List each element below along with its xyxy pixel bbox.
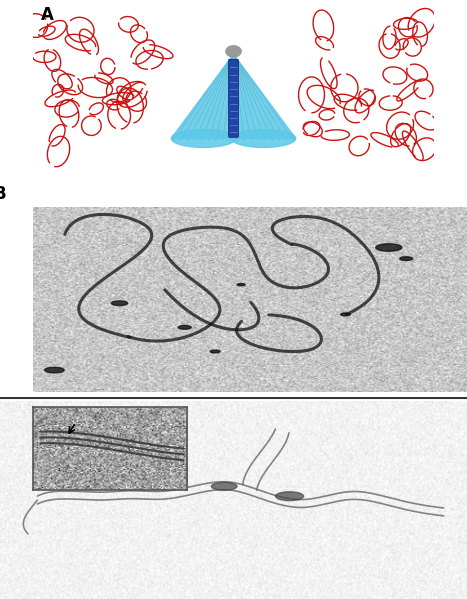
Ellipse shape xyxy=(376,244,402,251)
Ellipse shape xyxy=(226,46,241,57)
Ellipse shape xyxy=(210,350,220,353)
Polygon shape xyxy=(234,54,296,138)
Ellipse shape xyxy=(45,367,64,373)
Text: A: A xyxy=(41,6,54,24)
Ellipse shape xyxy=(112,301,127,305)
Text: B: B xyxy=(0,185,6,203)
Ellipse shape xyxy=(400,257,413,261)
Ellipse shape xyxy=(340,313,350,316)
Ellipse shape xyxy=(171,129,235,147)
Ellipse shape xyxy=(211,482,237,490)
FancyBboxPatch shape xyxy=(229,59,238,137)
Ellipse shape xyxy=(232,129,296,147)
Ellipse shape xyxy=(237,283,245,286)
Ellipse shape xyxy=(276,492,304,501)
Ellipse shape xyxy=(178,325,191,329)
Polygon shape xyxy=(171,54,234,138)
